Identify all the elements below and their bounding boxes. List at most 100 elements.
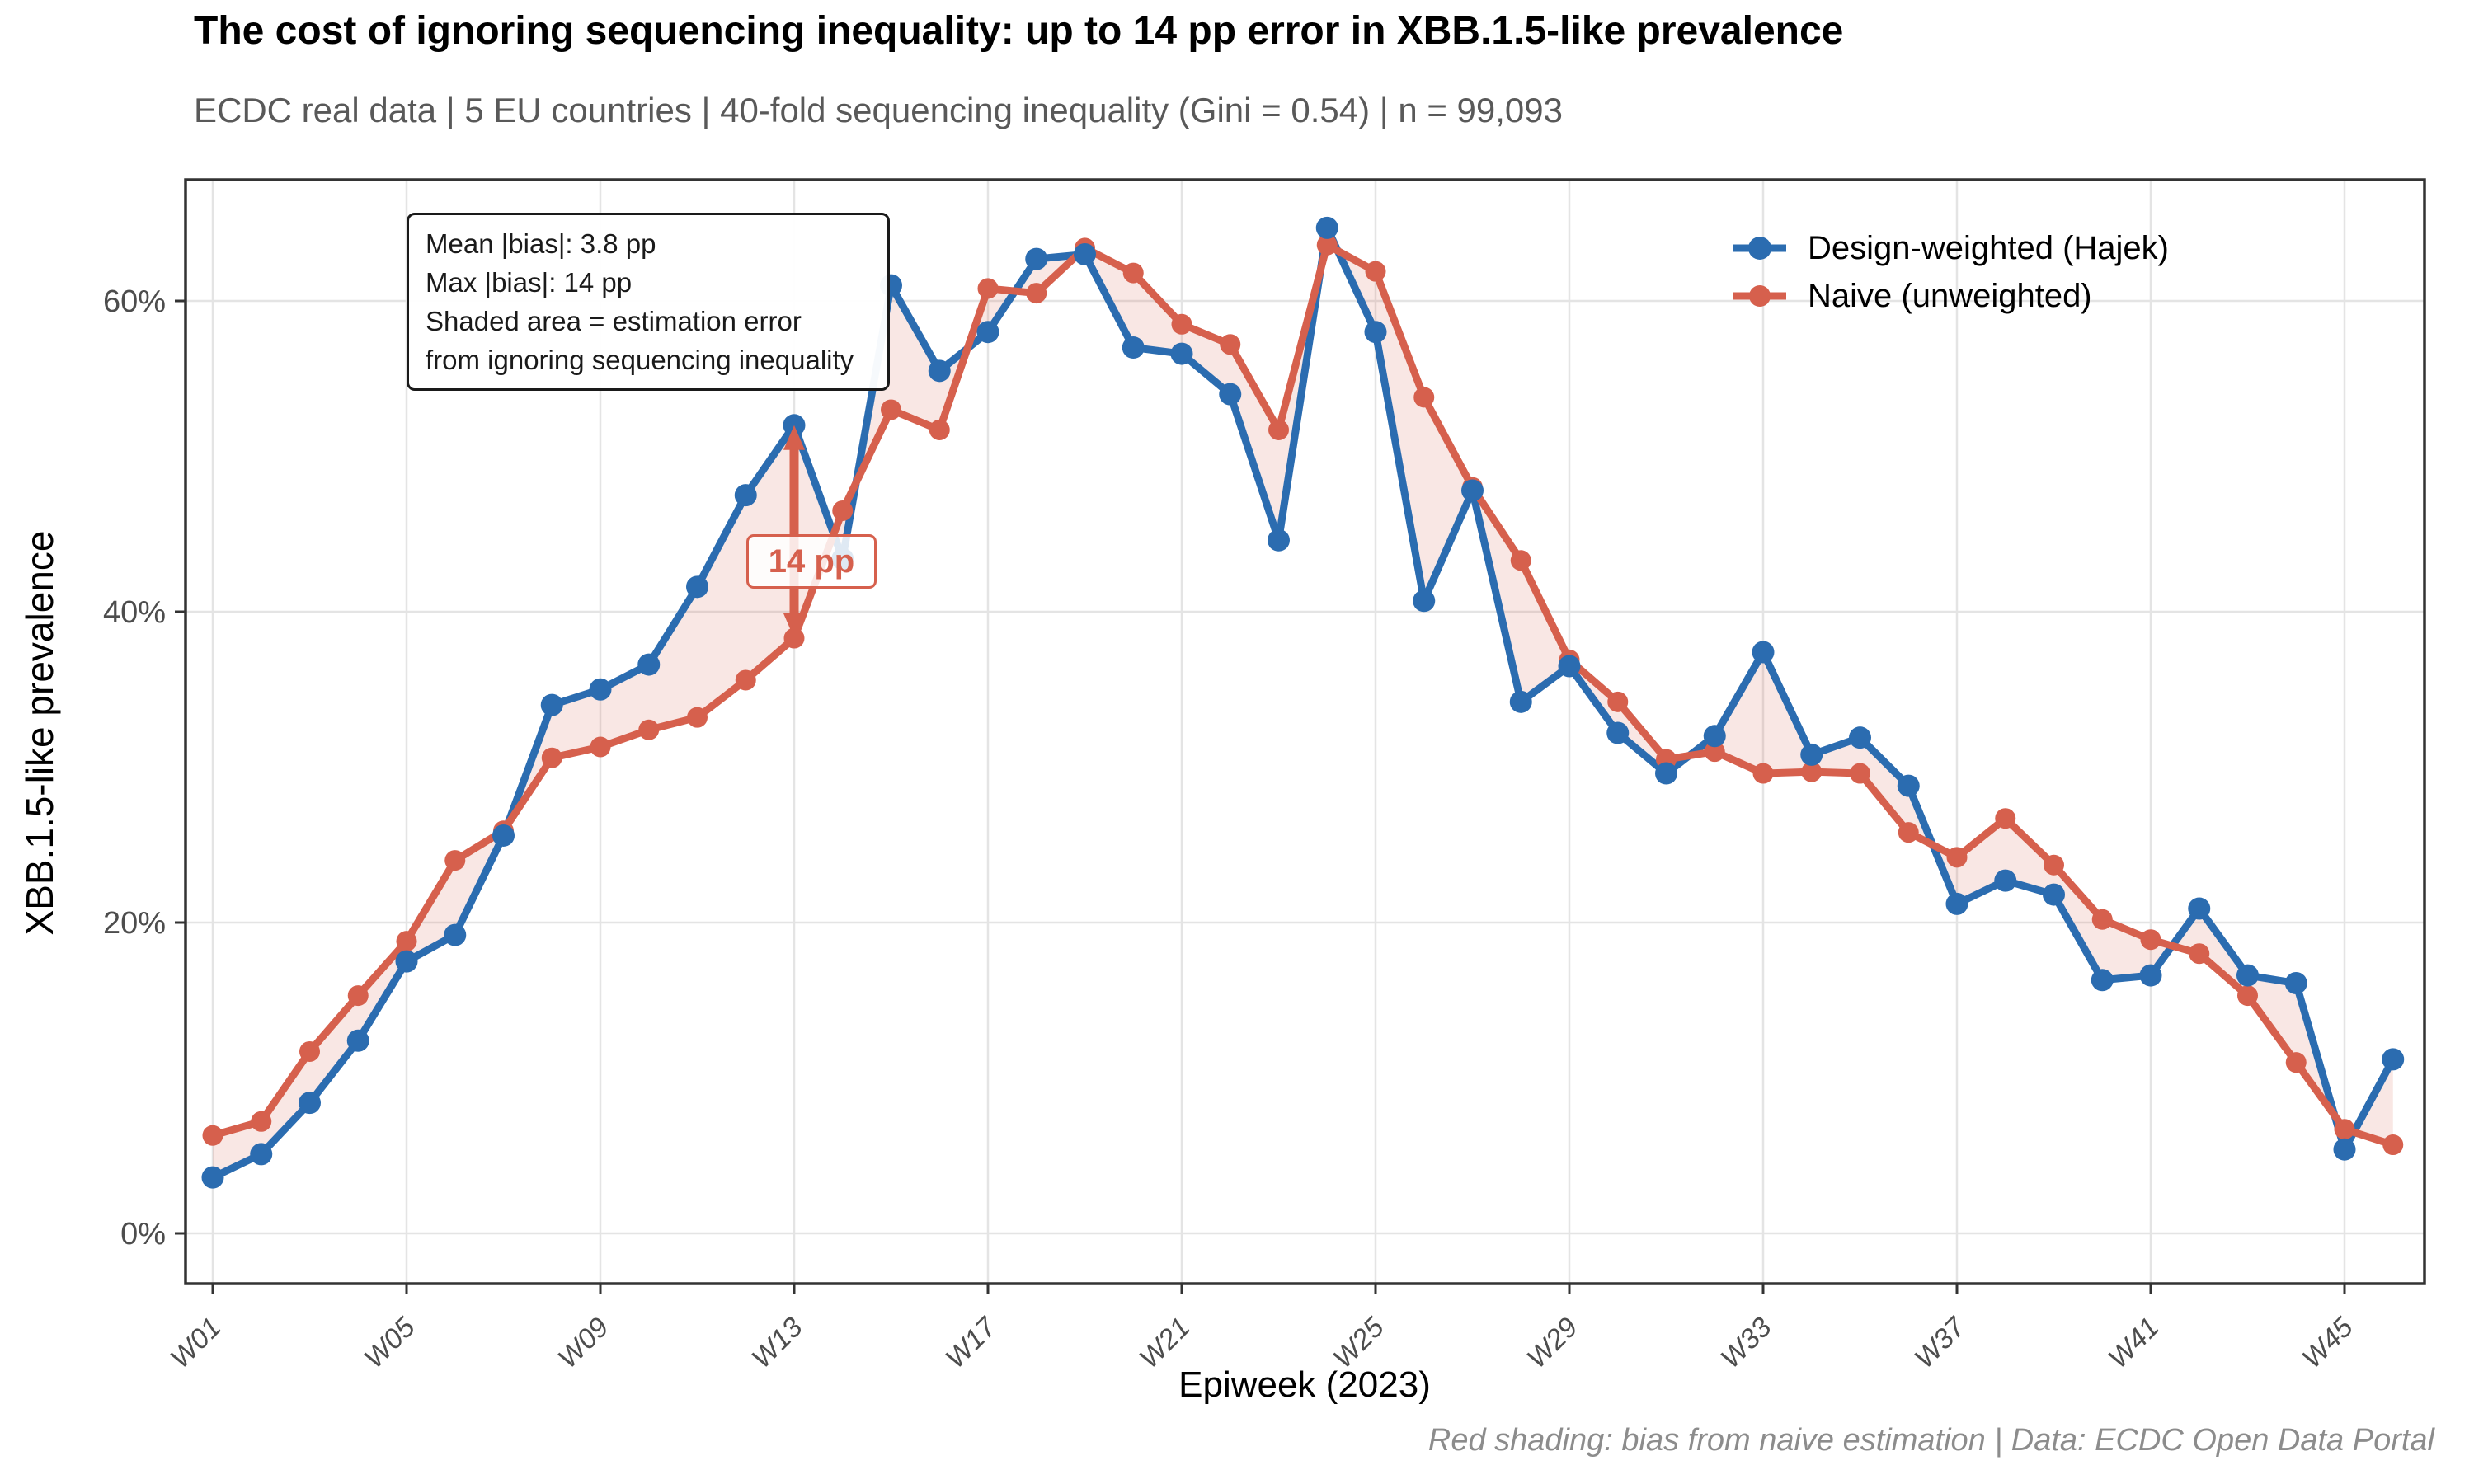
naive-point	[2091, 909, 2113, 930]
x-tick-label: W37	[1908, 1311, 1972, 1374]
y-tick-label: 40%	[103, 595, 166, 630]
naive-point	[1607, 691, 1629, 712]
y-tick-label: 20%	[103, 906, 166, 941]
hajek-point	[1849, 726, 1871, 749]
naive-line	[209, 241, 2397, 1149]
naive-point	[590, 736, 611, 758]
naive-point	[2334, 1119, 2355, 1140]
hajek-point	[395, 950, 418, 973]
naive-point	[202, 1125, 223, 1146]
naive-point	[347, 985, 369, 1007]
hajek-point	[1703, 725, 1726, 748]
hajek-point	[1800, 743, 1823, 766]
naive-point	[1413, 387, 1435, 408]
max-bias-arrowhead-down	[783, 613, 805, 639]
naive-point	[638, 719, 660, 740]
naive-point	[396, 931, 417, 952]
naive-point	[929, 419, 950, 440]
hajek-point	[1461, 479, 1484, 502]
hajek-point	[299, 1092, 321, 1115]
max-bias-arrowhead-up	[783, 425, 805, 450]
x-tick-label: W05	[358, 1312, 421, 1374]
hajek-point	[589, 678, 612, 701]
naive-point	[1850, 763, 1870, 784]
naive-point	[832, 500, 854, 521]
naive-point	[977, 278, 999, 299]
naive-point	[2189, 943, 2210, 965]
hajek-point	[1170, 342, 1193, 365]
chart-title: The cost of ignoring sequencing inequali…	[194, 9, 1844, 53]
naive-point	[444, 850, 466, 871]
hajek-point	[2236, 964, 2259, 987]
hajek-point	[1994, 869, 2017, 892]
y-tick-label: 60%	[103, 284, 166, 319]
hajek-point	[2188, 897, 2211, 920]
naive-point	[881, 399, 901, 420]
hajek-point	[1509, 690, 1532, 713]
naive-point	[687, 707, 708, 728]
naive-point	[1510, 550, 1531, 571]
x-tick-label: W33	[1714, 1312, 1777, 1374]
annotation-line-max-bias: Max |bias|: 14 pp	[426, 267, 633, 298]
hajek-point	[201, 1166, 224, 1189]
naive-point	[299, 1040, 320, 1062]
hajek-point	[2139, 964, 2162, 987]
x-axis-title: Epiweek (2023)	[1178, 1364, 1431, 1405]
hajek-point	[1122, 336, 1145, 359]
legend-item-hajek: Design-weighted (Hajek)	[1730, 224, 2169, 272]
naive-point	[2285, 1052, 2307, 1073]
annotation-line-mean-bias: Mean |bias|: 3.8 pp	[426, 228, 656, 259]
naive-point	[1026, 283, 1047, 304]
hajek-point	[250, 1143, 273, 1166]
hajek-point	[2382, 1048, 2405, 1071]
hajek-point	[492, 824, 515, 847]
hajek-point	[686, 575, 708, 599]
hajek-point	[2091, 969, 2114, 992]
legend-marker-naive-icon	[1733, 285, 1786, 307]
annotation-line-shaded-area: Shaded area = estimation error	[426, 306, 802, 336]
hajek-point	[1413, 589, 1436, 613]
hajek-point	[1897, 774, 1920, 797]
naive-point	[1898, 822, 1919, 843]
naive-point	[1268, 419, 1289, 440]
naive-point	[2237, 985, 2258, 1007]
naive-point	[1704, 741, 1725, 763]
x-tick-label: W09	[552, 1312, 614, 1374]
naive-point	[1946, 847, 1968, 868]
naive-point	[251, 1111, 272, 1132]
hajek-point	[1364, 321, 1387, 344]
x-tick-label: W45	[2296, 1312, 2359, 1374]
chart-caption: Red shading: bias from naive estimation …	[1427, 1423, 2434, 1458]
hajek-point	[1606, 721, 1630, 744]
naive-point	[1316, 234, 1338, 256]
naive-point	[2140, 929, 2161, 951]
bias-annotation-box: Mean |bias|: 3.8 pp Max |bias|: 14 pp Sh…	[407, 213, 890, 391]
naive-point	[1365, 261, 1386, 282]
hajek-point	[1752, 641, 1775, 664]
naive-point	[2382, 1134, 2404, 1156]
naive-point	[1171, 313, 1192, 335]
hajek-point	[976, 321, 999, 344]
legend-label-naive: Naive (unweighted)	[1808, 277, 2092, 314]
naive-point	[1122, 262, 1144, 284]
hajek-point	[928, 359, 951, 383]
panel-border	[184, 178, 2426, 1285]
hajek-point	[1558, 655, 1581, 678]
hajek-point	[444, 923, 467, 946]
y-tick-label: 0%	[120, 1217, 166, 1252]
naive-point	[735, 669, 756, 691]
x-tick-label: W41	[2102, 1312, 2165, 1374]
hajek-point	[540, 693, 563, 716]
hajek-point	[734, 484, 757, 507]
hajek-point	[2043, 883, 2065, 906]
hajek-point	[346, 1029, 369, 1052]
hajek-line	[209, 223, 2397, 1181]
x-tick-label: W01	[164, 1312, 227, 1374]
max-bias-label: 14 pp	[746, 534, 877, 589]
naive-point	[1220, 334, 1241, 355]
naive-point	[2044, 854, 2064, 876]
x-tick-label: W13	[745, 1312, 808, 1374]
bias-band	[213, 228, 2393, 1178]
